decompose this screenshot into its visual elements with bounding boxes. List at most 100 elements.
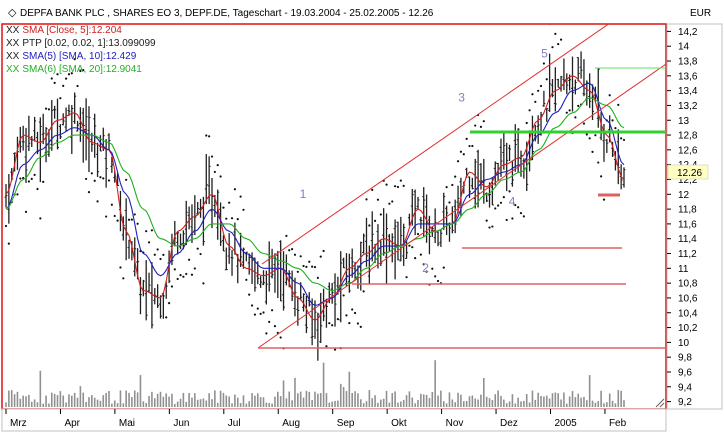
legend-item-4: XX SMA(6) [SMA, 20]:12.9041 xyxy=(6,64,142,75)
ptp-dot xyxy=(299,255,302,258)
ptp-dot xyxy=(293,253,297,256)
y-tick-label: 11,6 xyxy=(678,219,697,230)
x-tick-label: Nov xyxy=(446,418,464,429)
ptp-dot xyxy=(127,218,131,221)
ptp-dot xyxy=(64,77,68,80)
ptp-dot xyxy=(305,265,308,269)
x-axis-ticks: Mrz Apr Mai Jun Jul Aug Sep Okt Nov Dez 2005 Feb xyxy=(5,409,627,429)
ptp-dot xyxy=(539,84,543,88)
ptp-dot xyxy=(445,186,448,189)
y-tick-label: 10,4 xyxy=(678,308,698,319)
y-tick-label: 13,2 xyxy=(678,101,698,112)
ptp-dot xyxy=(577,104,580,107)
ptp-dot xyxy=(622,138,626,142)
ptp-dot xyxy=(248,293,251,296)
x-tick-label: Aug xyxy=(282,418,300,429)
y-tick-label: 9,2 xyxy=(678,397,692,408)
ptp-dot xyxy=(242,208,245,211)
ptp-dot xyxy=(414,256,417,260)
y-tick-label: 13,4 xyxy=(678,86,698,97)
ptp-dot xyxy=(331,324,334,327)
ptp-dot xyxy=(93,179,96,182)
ptp-dot xyxy=(196,247,199,250)
x-tick-label: Okt xyxy=(391,418,407,429)
x-tick-label: Mrz xyxy=(10,418,27,429)
y-tick-label: 11,2 xyxy=(678,249,697,260)
y-tick-label: 11 xyxy=(678,264,689,275)
ptp-dot xyxy=(67,73,71,76)
ptp-dot xyxy=(156,248,159,251)
ptp-dot xyxy=(216,164,219,167)
y-tick-label: 12,6 xyxy=(678,145,698,156)
wave-labels: 1 2 3 4 5 xyxy=(300,46,548,275)
ptp-dot xyxy=(371,188,374,192)
ptp-dot xyxy=(617,103,620,106)
ptp-dot xyxy=(311,265,314,268)
ptp-dot xyxy=(554,32,557,35)
ptp-dot xyxy=(116,219,119,222)
ptp-dot xyxy=(468,144,471,148)
ptp-dot xyxy=(250,304,254,307)
ptp-dot xyxy=(136,222,139,225)
ptp-dot xyxy=(434,275,437,278)
chart-title: DEPFA BANK PLC , SHARES EO 3, DEPF.DE, T… xyxy=(20,8,434,19)
ptp-dot xyxy=(394,185,397,188)
ptp-dot xyxy=(379,213,382,216)
ptp-dot xyxy=(185,272,188,276)
legend: XX SMA [Close, 5]:12.204 XX PTP [0.02, 0.0… xyxy=(6,25,156,75)
ptp-dot xyxy=(416,232,420,236)
ptp-dot xyxy=(376,198,380,201)
ptp-dot xyxy=(205,134,208,137)
ptp-dot xyxy=(233,188,236,191)
resize-grip-icon[interactable] xyxy=(655,398,665,408)
ptp-dot xyxy=(514,203,517,207)
ptp-dot xyxy=(491,225,494,228)
ptp-dot xyxy=(24,210,28,213)
legend-item-1: XX SMA [Close, 5]:12.204 xyxy=(6,25,122,36)
ptp-dot xyxy=(351,308,354,311)
y-tick-label: 13,6 xyxy=(678,71,698,82)
y-tick-label: 11,4 xyxy=(678,234,697,245)
ptp-dot xyxy=(288,249,291,252)
ptp-dot xyxy=(600,175,603,178)
ptp-dot xyxy=(519,211,523,215)
ptp-dot xyxy=(268,320,271,323)
ptp-dot xyxy=(319,255,322,258)
ptp-dot xyxy=(273,325,277,328)
ptp-dot xyxy=(537,89,540,92)
ptp-dot xyxy=(448,201,451,204)
ptp-dot xyxy=(422,263,425,266)
x-tick-label: 2005 xyxy=(554,418,577,429)
ptp-dot xyxy=(574,116,577,119)
ptp-dot xyxy=(176,277,179,281)
ptp-dot xyxy=(76,84,79,88)
ptp-dot xyxy=(597,161,600,164)
y-tick-label: 11,8 xyxy=(678,205,697,216)
ptp-dot xyxy=(182,275,185,278)
ptp-dot xyxy=(245,278,248,281)
ptp-dot xyxy=(105,215,108,218)
sma-line-3 xyxy=(5,97,625,292)
ptp-dot xyxy=(482,120,485,123)
y-tick-label: 13 xyxy=(678,116,690,127)
ptp-dot xyxy=(279,336,282,339)
channel-upper-line xyxy=(261,24,610,265)
x-tick-label: Sep xyxy=(337,418,355,429)
ptp-dot xyxy=(22,176,25,180)
ptp-dot xyxy=(285,234,288,238)
time-axis[interactable] xyxy=(1,408,667,432)
ptp-dot xyxy=(165,316,168,319)
ptp-dot xyxy=(265,332,268,335)
ptp-dot xyxy=(465,137,468,140)
price-axis[interactable] xyxy=(666,23,723,410)
y-tick-label: 13,8 xyxy=(678,57,698,68)
y-tick-label: 12,8 xyxy=(678,131,698,142)
ptp-dot xyxy=(497,204,500,207)
current-price-tag: 12.26 xyxy=(667,164,709,180)
ptp-dot xyxy=(222,206,225,209)
y-tick-label: 12 xyxy=(678,190,690,201)
ptp-dot xyxy=(522,215,525,218)
ptp-dot xyxy=(130,218,133,221)
ptp-dot xyxy=(190,273,194,276)
